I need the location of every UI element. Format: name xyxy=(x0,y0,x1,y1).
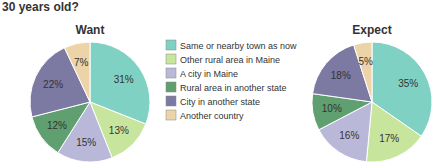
pie: 35% 17% 16% 10% 18% 5% xyxy=(312,42,432,162)
legend-item: City in another state xyxy=(166,96,260,107)
legend-item: Another country xyxy=(166,110,244,121)
data-label: 13% xyxy=(109,125,129,136)
legend-item: A city in Maine xyxy=(166,68,238,79)
pie-slice xyxy=(366,102,421,162)
pie-slice xyxy=(64,42,90,102)
data-label: 35% xyxy=(398,78,418,89)
data-label: 12% xyxy=(47,120,67,131)
legend-item: Other rural area in Maine xyxy=(166,54,280,65)
pie: 31% 13% 15% 12% 22% 7% xyxy=(30,42,150,162)
data-label: 31% xyxy=(114,74,134,85)
page-title: 30 years old? xyxy=(2,0,79,14)
pie-title: Expect xyxy=(352,23,391,37)
legend-label: Same or nearby town as now xyxy=(180,41,297,51)
data-label: 15% xyxy=(76,137,96,148)
chart: 30 years old? 31% 13% 15% 12% 22% 7% Want 35% 17%… xyxy=(0,0,443,168)
pie-title: Want xyxy=(76,23,105,37)
data-label: 22% xyxy=(43,79,63,90)
legend-label: Other rural area in Maine xyxy=(180,55,280,65)
legend-label: A city in Maine xyxy=(180,69,238,79)
data-label: 18% xyxy=(331,70,351,81)
legend-item: Rural area in another state xyxy=(166,82,287,93)
data-label: 16% xyxy=(339,130,359,141)
legend-item: Same or nearby town as now xyxy=(166,40,297,51)
legend-swatch xyxy=(166,82,176,92)
legend-label: Another country xyxy=(180,111,244,121)
legend-swatch xyxy=(166,54,176,64)
data-label: 10% xyxy=(322,103,342,114)
legend-swatch xyxy=(166,68,176,78)
pie-slice xyxy=(354,42,372,102)
legend-label: City in another state xyxy=(180,97,260,107)
data-label: 5% xyxy=(358,56,373,67)
legend-swatch xyxy=(166,110,176,120)
data-label: 7% xyxy=(74,57,89,68)
data-label: 17% xyxy=(379,133,399,144)
legend-swatch xyxy=(166,96,176,106)
legend-label: Rural area in another state xyxy=(180,83,287,93)
legend-swatch xyxy=(166,40,176,50)
legend: Same or nearby town as now Other rural ar… xyxy=(166,40,297,121)
